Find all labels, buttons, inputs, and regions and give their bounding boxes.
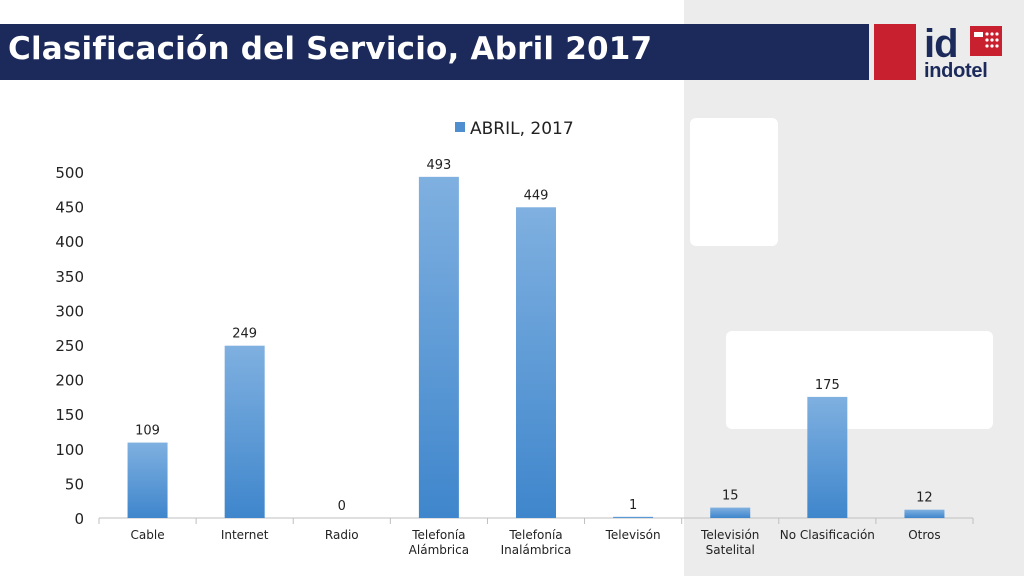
background-cutout-upper (690, 118, 778, 246)
y-tick-label: 500 (55, 164, 84, 182)
page-title: Clasificación del Servicio, Abril 2017 (8, 31, 653, 67)
x-tick-label: Cable (131, 528, 165, 542)
x-tick-label: No Clasificación (780, 528, 875, 542)
data-label: 15 (722, 489, 739, 504)
data-label: 0 (338, 499, 346, 514)
x-tick-label: Internet (221, 528, 269, 542)
x-axis: Cable Internet Radio Telefonía Alámbrica Tele… (98, 517, 974, 557)
data-label: 12 (916, 491, 933, 506)
legend-swatch (455, 122, 465, 132)
data-label: 175 (815, 378, 840, 393)
x-tick-label: Radio (325, 528, 359, 542)
bar (613, 516, 654, 518)
y-tick-label: 200 (55, 372, 84, 390)
y-tick-label: 400 (55, 233, 84, 251)
x-tick-label: Otros (908, 528, 940, 542)
bar (224, 345, 265, 518)
data-label: 493 (426, 158, 451, 173)
logo-wordmark: indotel (924, 60, 988, 82)
bar (904, 509, 945, 518)
bar (127, 442, 168, 518)
y-tick-label: 300 (55, 302, 84, 320)
chart-legend: ABRIL, 2017 (455, 119, 574, 139)
indotel-logo-icon: id (924, 22, 1002, 62)
bar (710, 507, 751, 518)
data-label: 249 (232, 327, 257, 342)
legend-label: ABRIL, 2017 (470, 119, 574, 139)
y-tick-label: 350 (55, 268, 84, 286)
y-tick-label: 0 (74, 510, 84, 528)
bar-series: 109 249 0 493 449 1 15 175 12 (127, 158, 945, 519)
title-bar (0, 24, 869, 80)
logo-mark-text: id (924, 22, 958, 62)
bar (807, 396, 848, 518)
y-tick-label: 100 (55, 441, 84, 459)
background-panel (684, 0, 1024, 576)
y-tick-label: 250 (55, 337, 84, 355)
bar (516, 207, 556, 519)
bar (418, 176, 459, 518)
y-tick-label: 50 (65, 475, 84, 493)
data-label: 449 (524, 188, 549, 203)
y-tick-label: 150 (55, 406, 84, 424)
x-tick-label: Telefonía Inalámbrica (501, 528, 572, 557)
x-tick-label: Televisión Satelital (700, 528, 759, 557)
x-tick-label: Televisón (605, 528, 661, 542)
data-label: 1 (629, 498, 637, 513)
x-tick-label: Telefonía Alámbrica (409, 528, 469, 557)
data-label: 109 (135, 424, 160, 439)
y-tick-label: 450 (55, 199, 84, 217)
logo-red-block (874, 24, 916, 80)
background-cutout-lower (726, 331, 993, 429)
y-axis: 0 50 100 150 200 250 300 350 400 450 500 (55, 164, 84, 528)
